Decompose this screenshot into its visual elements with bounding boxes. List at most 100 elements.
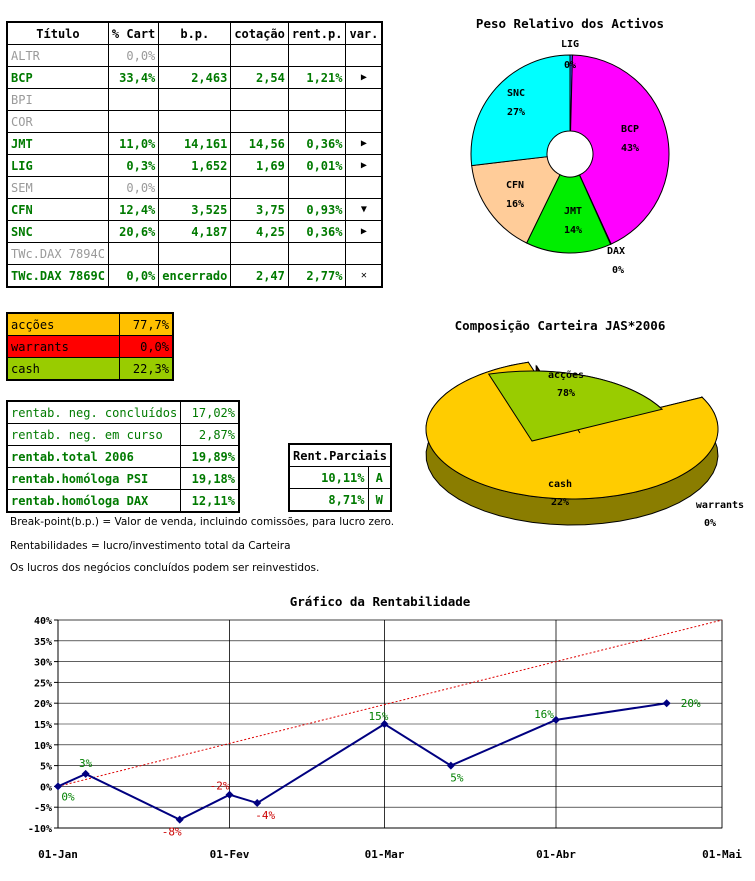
returns-value: 19,89% xyxy=(180,445,240,468)
data-point xyxy=(253,799,262,808)
data-label: 3% xyxy=(79,757,93,770)
allocation-value: 0,0% xyxy=(119,335,174,358)
positions-cell-rent: 0,36% xyxy=(287,220,347,243)
positions-cell-cart: 0,3% xyxy=(107,154,160,177)
positions-cell-cot xyxy=(230,242,289,265)
data-point xyxy=(54,782,62,791)
x-tick-label: 01-Jan xyxy=(38,848,78,861)
positions-row: SNC 20,6% 4,187 4,25 0,36% ▶ xyxy=(6,220,383,243)
returns-table: rentab. neg. concluídos 17,02% rentab. neg… xyxy=(6,400,240,513)
positions-cell-cart: 33,4% xyxy=(107,66,160,89)
positions-cell-cot xyxy=(230,176,289,199)
positions-cell-bp: encerrado xyxy=(158,264,232,288)
data-label: 15% xyxy=(369,710,389,723)
returns-row: rentab.total 2006 19,89% xyxy=(6,445,240,468)
data-label: 0% xyxy=(61,790,75,803)
returns-label: rentab.homóloga PSI xyxy=(6,467,182,490)
y-tick-label: 25% xyxy=(34,678,52,689)
pie2-label-1: warrants xyxy=(696,500,744,511)
positions-cell-cart: 0,0% xyxy=(107,176,160,199)
positions-cell-titulo: SEM xyxy=(6,176,109,199)
y-tick-label: 20% xyxy=(34,699,52,710)
positions-cell-bp xyxy=(158,176,232,199)
data-label: 16% xyxy=(534,708,554,721)
partial-tag: W xyxy=(367,488,392,512)
positions-row: JMT 11,0% 14,161 14,56 0,36% ▶ xyxy=(6,132,383,155)
positions-row: LIG 0,3% 1,652 1,69 0,01% ▶ xyxy=(6,154,383,177)
partial-row: 10,11% A xyxy=(288,466,392,489)
data-label: -2% xyxy=(210,780,230,793)
positions-cell-rent: 0,93% xyxy=(287,198,347,221)
data-point xyxy=(225,790,234,799)
positions-cell-var: ▶ xyxy=(345,66,383,89)
pie1-value-snc: 27% xyxy=(507,107,525,118)
col-header-bp: b.p. xyxy=(158,21,232,45)
data-label: -8% xyxy=(162,826,182,839)
pie2-value-0: 78% xyxy=(557,388,575,399)
returns-value: 2,87% xyxy=(180,423,240,446)
positions-cell-cart: 0,0% xyxy=(107,264,160,288)
y-tick-label: -5% xyxy=(34,803,52,814)
pie2-chart: acções 78% warrants 0% cash 22% xyxy=(425,361,744,529)
positions-cell-var: ▶ xyxy=(345,220,383,243)
positions-cell-titulo: CFN xyxy=(6,198,109,221)
partial-value: 8,71% xyxy=(288,488,369,512)
pie1-value-lig: 0% xyxy=(564,60,576,71)
positions-cell-bp: 4,187 xyxy=(158,220,232,243)
positions-cell-bp: 3,525 xyxy=(158,198,232,221)
y-tick-label: 40% xyxy=(34,616,52,627)
positions-cell-cot: 2,54 xyxy=(230,66,289,89)
allocation-label: acções xyxy=(6,312,120,336)
positions-cell-titulo: COR xyxy=(6,110,109,133)
positions-cell-bp xyxy=(158,44,232,67)
line-title: Gráfico da Rentabilidade xyxy=(289,594,471,609)
y-tick-label: 30% xyxy=(34,658,52,669)
data-point xyxy=(446,761,455,770)
positions-cell-titulo: JMT xyxy=(6,132,109,155)
positions-cell-rent xyxy=(287,110,347,133)
positions-body: ALTR 0,0% BCP 33,4% 2,463 2,54 1,21% ▶ BPI COR JMT… xyxy=(6,44,383,288)
positions-cell-rent: 0,01% xyxy=(287,154,347,177)
pie1-label-bcp: BCP xyxy=(621,124,639,135)
partial-value: 10,11% xyxy=(288,466,369,489)
y-tick-label: -10% xyxy=(28,824,52,835)
positions-cell-cot: 1,69 xyxy=(230,154,289,177)
x-tick-label: 01-Abr xyxy=(536,848,576,861)
positions-cell-rent: 2,77% xyxy=(287,264,347,288)
returns-label: rentab. neg. em curso xyxy=(6,423,182,446)
returns-row: rentab. neg. concluídos 17,02% xyxy=(6,400,240,424)
pie2-slice-cash xyxy=(487,370,664,442)
returns-value: 12,11% xyxy=(180,489,240,513)
pie1-label-jmt: JMT xyxy=(564,206,582,217)
positions-table: Título % Cart b.p. cotação rent.p. var. … xyxy=(6,21,384,288)
pie2-value-2: 22% xyxy=(551,497,569,508)
returns-value: 17,02% xyxy=(180,400,240,424)
allocation-table: acções 77,7% warrants 0,0% cash 22,3% xyxy=(6,312,174,381)
pie1-value-cfn: 16% xyxy=(506,199,524,210)
positions-cell-titulo: SNC xyxy=(6,220,109,243)
data-label: 5% xyxy=(450,772,464,785)
allocation-label: cash xyxy=(6,357,120,381)
positions-cell-bp xyxy=(158,110,232,133)
pie1-slice-snc xyxy=(470,54,571,167)
positions-cell-cot: 2,47 xyxy=(230,264,289,288)
col-header-cart: % Cart xyxy=(107,21,160,45)
positions-cell-bp xyxy=(158,88,232,111)
y-tick-label: 5% xyxy=(40,762,52,773)
pie1-slice-bcp xyxy=(570,54,670,245)
returns-row: rentab.homóloga DAX 12,11% xyxy=(6,489,240,513)
positions-row: BCP 33,4% 2,463 2,54 1,21% ▶ xyxy=(6,66,383,89)
allocation-value: 22,3% xyxy=(119,357,174,381)
pie1-slice-jmt xyxy=(525,174,612,254)
partial-returns-header: Rent.Parciais xyxy=(288,443,392,467)
positions-cell-rent xyxy=(287,242,347,265)
pie1-label-snc: SNC xyxy=(507,88,525,99)
pie2-label-2: cash xyxy=(548,479,572,490)
positions-cell-cot: 3,75 xyxy=(230,198,289,221)
positions-cell-titulo: BCP xyxy=(6,66,109,89)
pie1-label-lig: LIG xyxy=(561,39,579,50)
line-chart: -10% -5% 0% 5% 10% 15% 20% 25% 30% 35% 40% 01-Jan 01… xyxy=(28,616,742,861)
positions-cell-var: ▼ xyxy=(345,198,383,221)
positions-cell-cot xyxy=(230,44,289,67)
positions-cell-var xyxy=(345,176,383,199)
